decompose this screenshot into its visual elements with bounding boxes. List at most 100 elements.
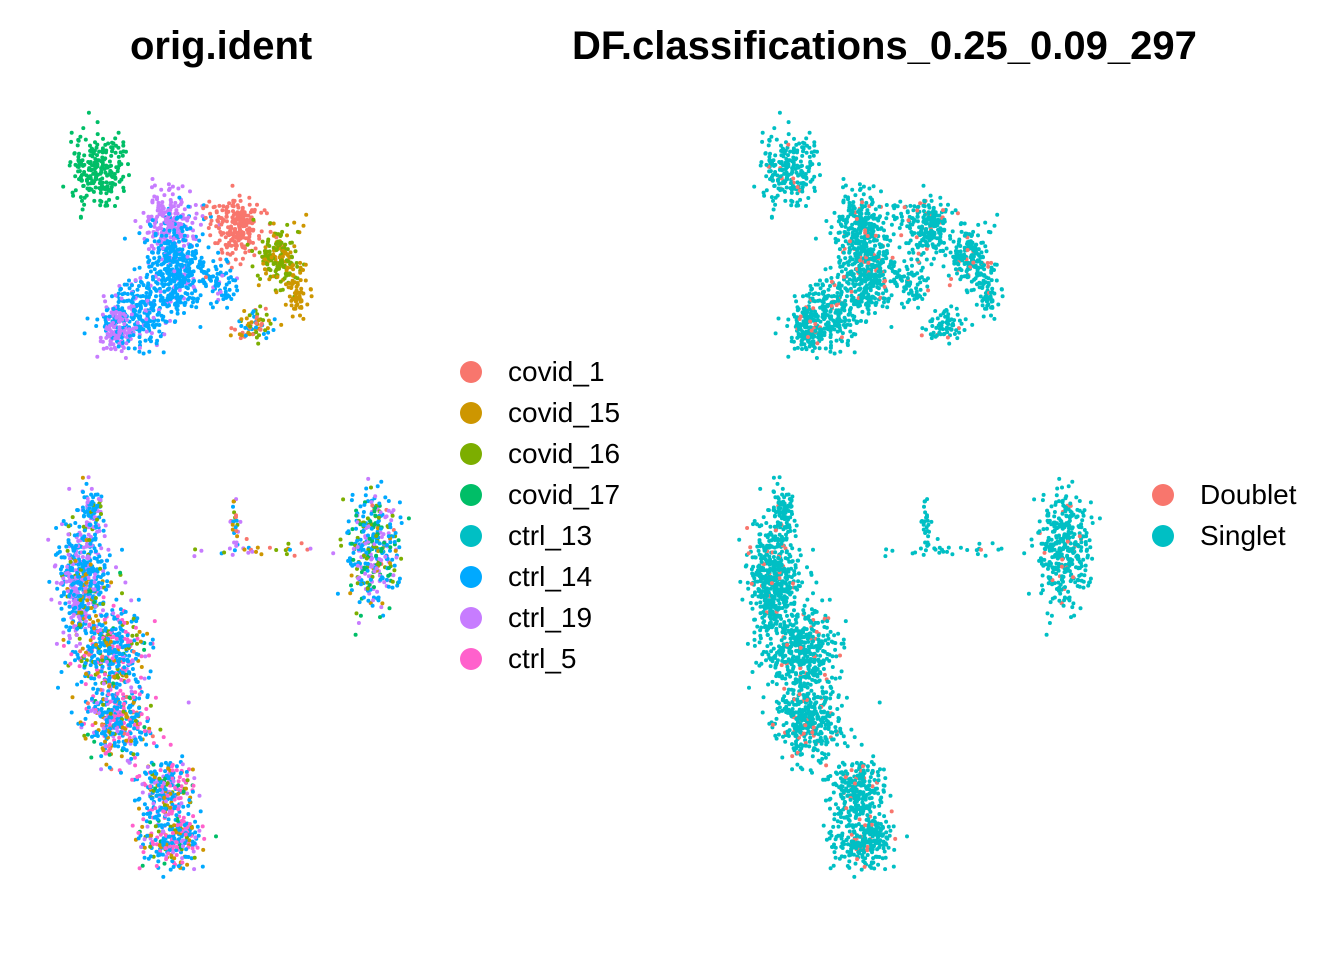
cell-point: [110, 145, 115, 150]
cell-point-singlet: [851, 278, 855, 283]
cell-point: [102, 167, 107, 171]
cell-point: [175, 311, 180, 316]
cell-point: [150, 274, 155, 279]
cell-point-singlet: [777, 110, 782, 115]
cell-point-singlet: [764, 162, 769, 167]
cell-point-singlet: [884, 288, 889, 293]
cell-point-singlet: [783, 198, 788, 203]
cell-point: [157, 272, 161, 277]
cell-point: [127, 286, 132, 291]
cell-point-singlet: [841, 218, 846, 223]
cell-point-singlet: [837, 247, 842, 252]
cell-point: [113, 204, 117, 208]
cell-point-singlet: [768, 177, 772, 182]
cell-point-singlet: [841, 177, 846, 181]
cell-point: [200, 214, 205, 219]
cell-point-singlet: [790, 199, 795, 204]
cell-point: [104, 180, 109, 185]
cell-point-singlet: [870, 262, 875, 267]
cell-point-singlet: [795, 150, 799, 155]
cell-point: [108, 181, 113, 186]
cell-point: [138, 225, 143, 230]
cell-point: [163, 216, 168, 221]
cell-point-singlet: [877, 204, 882, 209]
cell-point-singlet: [773, 153, 778, 158]
cell-point: [95, 120, 100, 125]
cell-point-singlet: [788, 181, 793, 186]
cell-point-singlet: [801, 145, 806, 150]
cell-point-singlet: [841, 250, 846, 255]
cell-point: [167, 228, 172, 233]
cell-point-singlet: [799, 181, 804, 186]
cell-point: [86, 160, 91, 164]
cell-point: [106, 141, 111, 146]
cell-point: [182, 224, 187, 229]
cell-point-singlet: [891, 232, 896, 237]
cell-point-singlet: [773, 170, 778, 174]
cell-point-singlet: [865, 216, 870, 221]
cell-point: [72, 151, 77, 156]
cell-point-singlet: [876, 286, 881, 291]
cell-point: [107, 164, 112, 169]
cell-point: [169, 205, 174, 210]
cell-point: [159, 222, 164, 227]
cell-point: [155, 227, 160, 232]
cell-point: [150, 185, 154, 190]
cell-point-singlet: [800, 189, 805, 194]
cell-point: [115, 169, 120, 174]
cell-point-singlet: [860, 205, 865, 210]
cell-point: [127, 173, 131, 178]
cell-point-singlet: [806, 196, 811, 200]
cell-point: [190, 291, 194, 296]
cell-point-singlet: [836, 255, 841, 259]
cell-point: [174, 234, 179, 238]
cell-point: [78, 195, 83, 200]
cell-point: [188, 226, 193, 231]
cell-point-singlet: [855, 233, 860, 238]
cell-point: [113, 150, 118, 155]
cell-point: [162, 253, 167, 258]
cell-point: [142, 240, 147, 245]
cell-point: [156, 277, 161, 282]
cell-point: [82, 202, 87, 207]
cell-point: [145, 219, 150, 224]
cell-point: [76, 137, 81, 142]
cell-point-singlet: [818, 173, 822, 178]
cell-point: [168, 235, 173, 240]
cell-point-singlet: [864, 200, 869, 205]
cell-point-singlet: [841, 244, 845, 249]
cell-point: [145, 230, 150, 235]
cell-point: [183, 291, 188, 296]
cell-point: [175, 211, 180, 216]
cell-point-singlet: [871, 274, 876, 279]
cell-point-singlet: [858, 211, 863, 216]
cell-point-singlet: [779, 143, 783, 148]
cell-point: [166, 270, 171, 275]
cell-point: [100, 148, 105, 153]
cell-point: [119, 162, 124, 167]
cell-point-singlet: [847, 200, 852, 205]
cell-point: [71, 193, 76, 198]
cell-point-singlet: [768, 169, 773, 174]
cell-point: [77, 169, 82, 174]
cell-point-singlet: [850, 187, 855, 192]
cell-point: [100, 176, 105, 181]
cell-point: [201, 260, 206, 265]
cell-point: [100, 164, 105, 169]
cell-point: [182, 301, 187, 306]
cell-point: [159, 233, 164, 238]
cell-point: [157, 255, 162, 260]
cell-point: [152, 239, 157, 244]
cell-point: [156, 239, 161, 244]
cell-point: [169, 296, 173, 301]
cell-point: [171, 289, 176, 294]
cell-point-singlet: [758, 163, 763, 168]
cell-point: [81, 126, 86, 131]
cell-point: [101, 136, 105, 141]
cell-point-doublet: [786, 142, 791, 147]
cell-point: [180, 274, 185, 279]
cell-point: [171, 217, 176, 222]
cell-point-singlet: [884, 203, 889, 207]
